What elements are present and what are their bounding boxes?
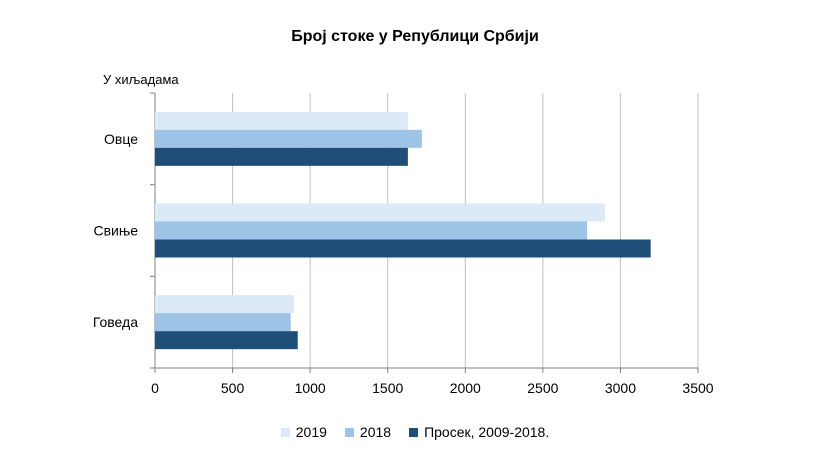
bar-Свиње-2018 bbox=[155, 221, 588, 240]
x-tick-label: 1500 bbox=[372, 380, 403, 396]
legend-swatch-2019 bbox=[280, 427, 290, 437]
legend-swatch-2018 bbox=[344, 427, 354, 437]
legend: 2019 2018 Просек, 2009-2018. bbox=[0, 424, 830, 440]
bar-Говеда-2019 bbox=[155, 295, 294, 314]
legend-item-2019: 2019 bbox=[280, 424, 327, 440]
x-tick-label: 3500 bbox=[682, 380, 713, 396]
category-label: Говеда bbox=[93, 314, 138, 330]
tick-labels: 0 500 1000 1500 2000 2500 3000 3500 Овце Свиње Гов… bbox=[93, 131, 714, 396]
x-tick-label: 2000 bbox=[450, 380, 481, 396]
legend-item-2018: 2018 bbox=[344, 424, 392, 440]
legend-label-2019: 2019 bbox=[295, 424, 327, 440]
category-label: Овце bbox=[104, 131, 138, 147]
bar-Говеда-Просек, 2009-2018. bbox=[155, 331, 298, 350]
legend-label-2018: 2018 bbox=[359, 424, 392, 440]
legend-label-average: Просек, 2009-2018. bbox=[424, 424, 550, 440]
bar-Свиње-Просек, 2009-2018. bbox=[155, 239, 651, 258]
bar-Свиње-2019 bbox=[155, 203, 605, 222]
bar-Овце-2019 bbox=[155, 111, 408, 130]
x-tick-label: 3000 bbox=[605, 380, 636, 396]
x-tick-label: 2500 bbox=[527, 380, 558, 396]
x-tick-label: 0 bbox=[151, 380, 159, 396]
legend-item-average: Просек, 2009-2018. bbox=[409, 424, 549, 440]
legend-swatch-average bbox=[409, 427, 419, 437]
unit-label: У хиљадама bbox=[103, 72, 179, 87]
x-tick-label: 1000 bbox=[295, 380, 326, 396]
bar-Овце-2018 bbox=[155, 129, 422, 148]
bars bbox=[155, 111, 651, 350]
bar-Овце-Просек, 2009-2018. bbox=[155, 147, 408, 166]
chart-title: Број стоке у Републици Србији bbox=[291, 28, 539, 45]
x-tick-label: 500 bbox=[221, 380, 245, 396]
category-label: Свиње bbox=[93, 223, 138, 239]
bar-Говеда-2018 bbox=[155, 313, 291, 332]
